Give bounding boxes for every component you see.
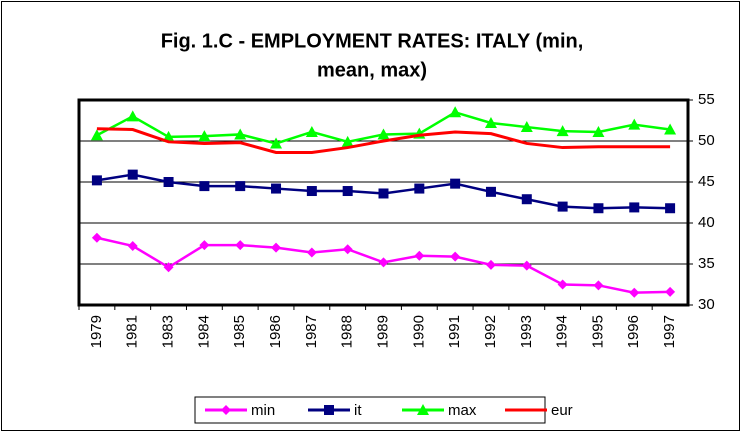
marker [91,175,102,186]
marker [593,280,604,291]
marker [485,186,496,197]
marker [342,244,353,255]
y-tick-label: 35 [698,255,715,272]
marker [235,181,246,192]
marker [234,128,247,140]
x-tick-label: 1984 [195,315,212,348]
x-tick-label: 1990 [410,315,427,348]
x-tick-label: 1995 [589,315,606,348]
marker [342,186,353,197]
marker [324,405,334,415]
marker [198,130,211,142]
marker [521,260,532,271]
marker [90,129,103,141]
marker [127,169,138,180]
x-tick-label: 1987 [303,315,320,348]
marker [378,257,389,268]
marker [450,178,461,189]
x-tick-label: 1994 [554,315,571,348]
marker [414,183,425,194]
marker [450,251,461,262]
x-tick-label: 1997 [661,315,678,348]
marker [306,247,317,258]
y-tick-label: 45 [698,173,715,190]
marker [629,287,640,298]
marker [665,286,676,297]
line [96,127,671,154]
marker [162,130,175,142]
marker [485,259,496,270]
marker [593,203,604,214]
x-tick-label: 1986 [267,315,284,348]
marker [127,240,138,251]
marker [271,242,282,253]
marker [629,202,640,213]
marker [271,183,282,194]
y-tick-label: 40 [698,214,715,231]
marker [556,125,569,137]
x-tick-label: 1991 [446,315,463,348]
marker [126,110,139,122]
marker [417,404,429,415]
x-tick-label: 1993 [518,315,535,348]
marker [163,262,174,273]
marker [520,121,533,133]
marker [557,201,568,212]
marker [270,137,283,149]
marker [521,194,532,205]
legend-label: it [354,402,362,419]
marker [449,106,462,118]
legend-label: min [251,402,275,419]
marker [378,188,389,199]
legend-label: eur [551,402,573,419]
plot-area [77,98,690,307]
marker [377,128,390,140]
x-tick-label: 1992 [482,315,499,348]
marker [557,279,568,290]
marker [221,405,231,415]
marker [341,135,354,147]
x-tick-label: 1983 [160,315,177,348]
x-tick-label: 1981 [124,315,141,348]
x-tick-label: 1996 [625,315,642,348]
x-tick-label: 1979 [88,315,105,348]
marker [664,123,677,135]
marker [592,125,605,137]
marker [163,177,174,187]
legend-label: max [448,402,477,419]
marker [199,240,210,251]
marker [484,116,497,128]
marker [665,203,676,214]
marker [235,240,246,251]
x-tick-label: 1989 [374,315,391,348]
marker [628,118,641,130]
chart-title: mean, max) [317,59,427,81]
marker [199,181,210,192]
y-tick-label: 50 [698,132,715,149]
chart-title: Fig. 1.C - EMPLOYMENT RATES: ITALY (min, [161,30,584,52]
y-tick-label: 30 [698,296,715,313]
marker [306,186,317,197]
x-tick-label: 1988 [339,315,356,348]
marker [305,125,318,137]
x-tick-label: 1985 [231,315,248,348]
y-tick-label: 55 [698,91,715,108]
marker [414,250,425,261]
legend-box [194,396,546,424]
marker [91,232,102,243]
